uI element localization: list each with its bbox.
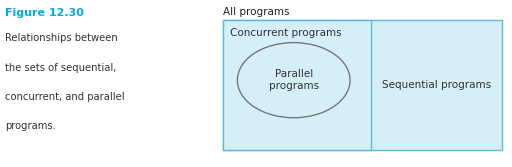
Text: Figure 12.30: Figure 12.30 — [5, 8, 84, 18]
Text: Sequential programs: Sequential programs — [381, 80, 490, 90]
Text: Concurrent programs: Concurrent programs — [230, 28, 342, 38]
Text: All programs: All programs — [223, 7, 289, 17]
Text: programs.: programs. — [5, 121, 56, 131]
Ellipse shape — [238, 43, 350, 118]
Text: Relationships between: Relationships between — [5, 33, 118, 43]
FancyBboxPatch shape — [223, 20, 502, 150]
Text: concurrent, and parallel: concurrent, and parallel — [5, 92, 125, 102]
Text: the sets of sequential,: the sets of sequential, — [5, 63, 117, 73]
FancyBboxPatch shape — [223, 20, 371, 150]
Text: Parallel
programs: Parallel programs — [269, 69, 319, 91]
